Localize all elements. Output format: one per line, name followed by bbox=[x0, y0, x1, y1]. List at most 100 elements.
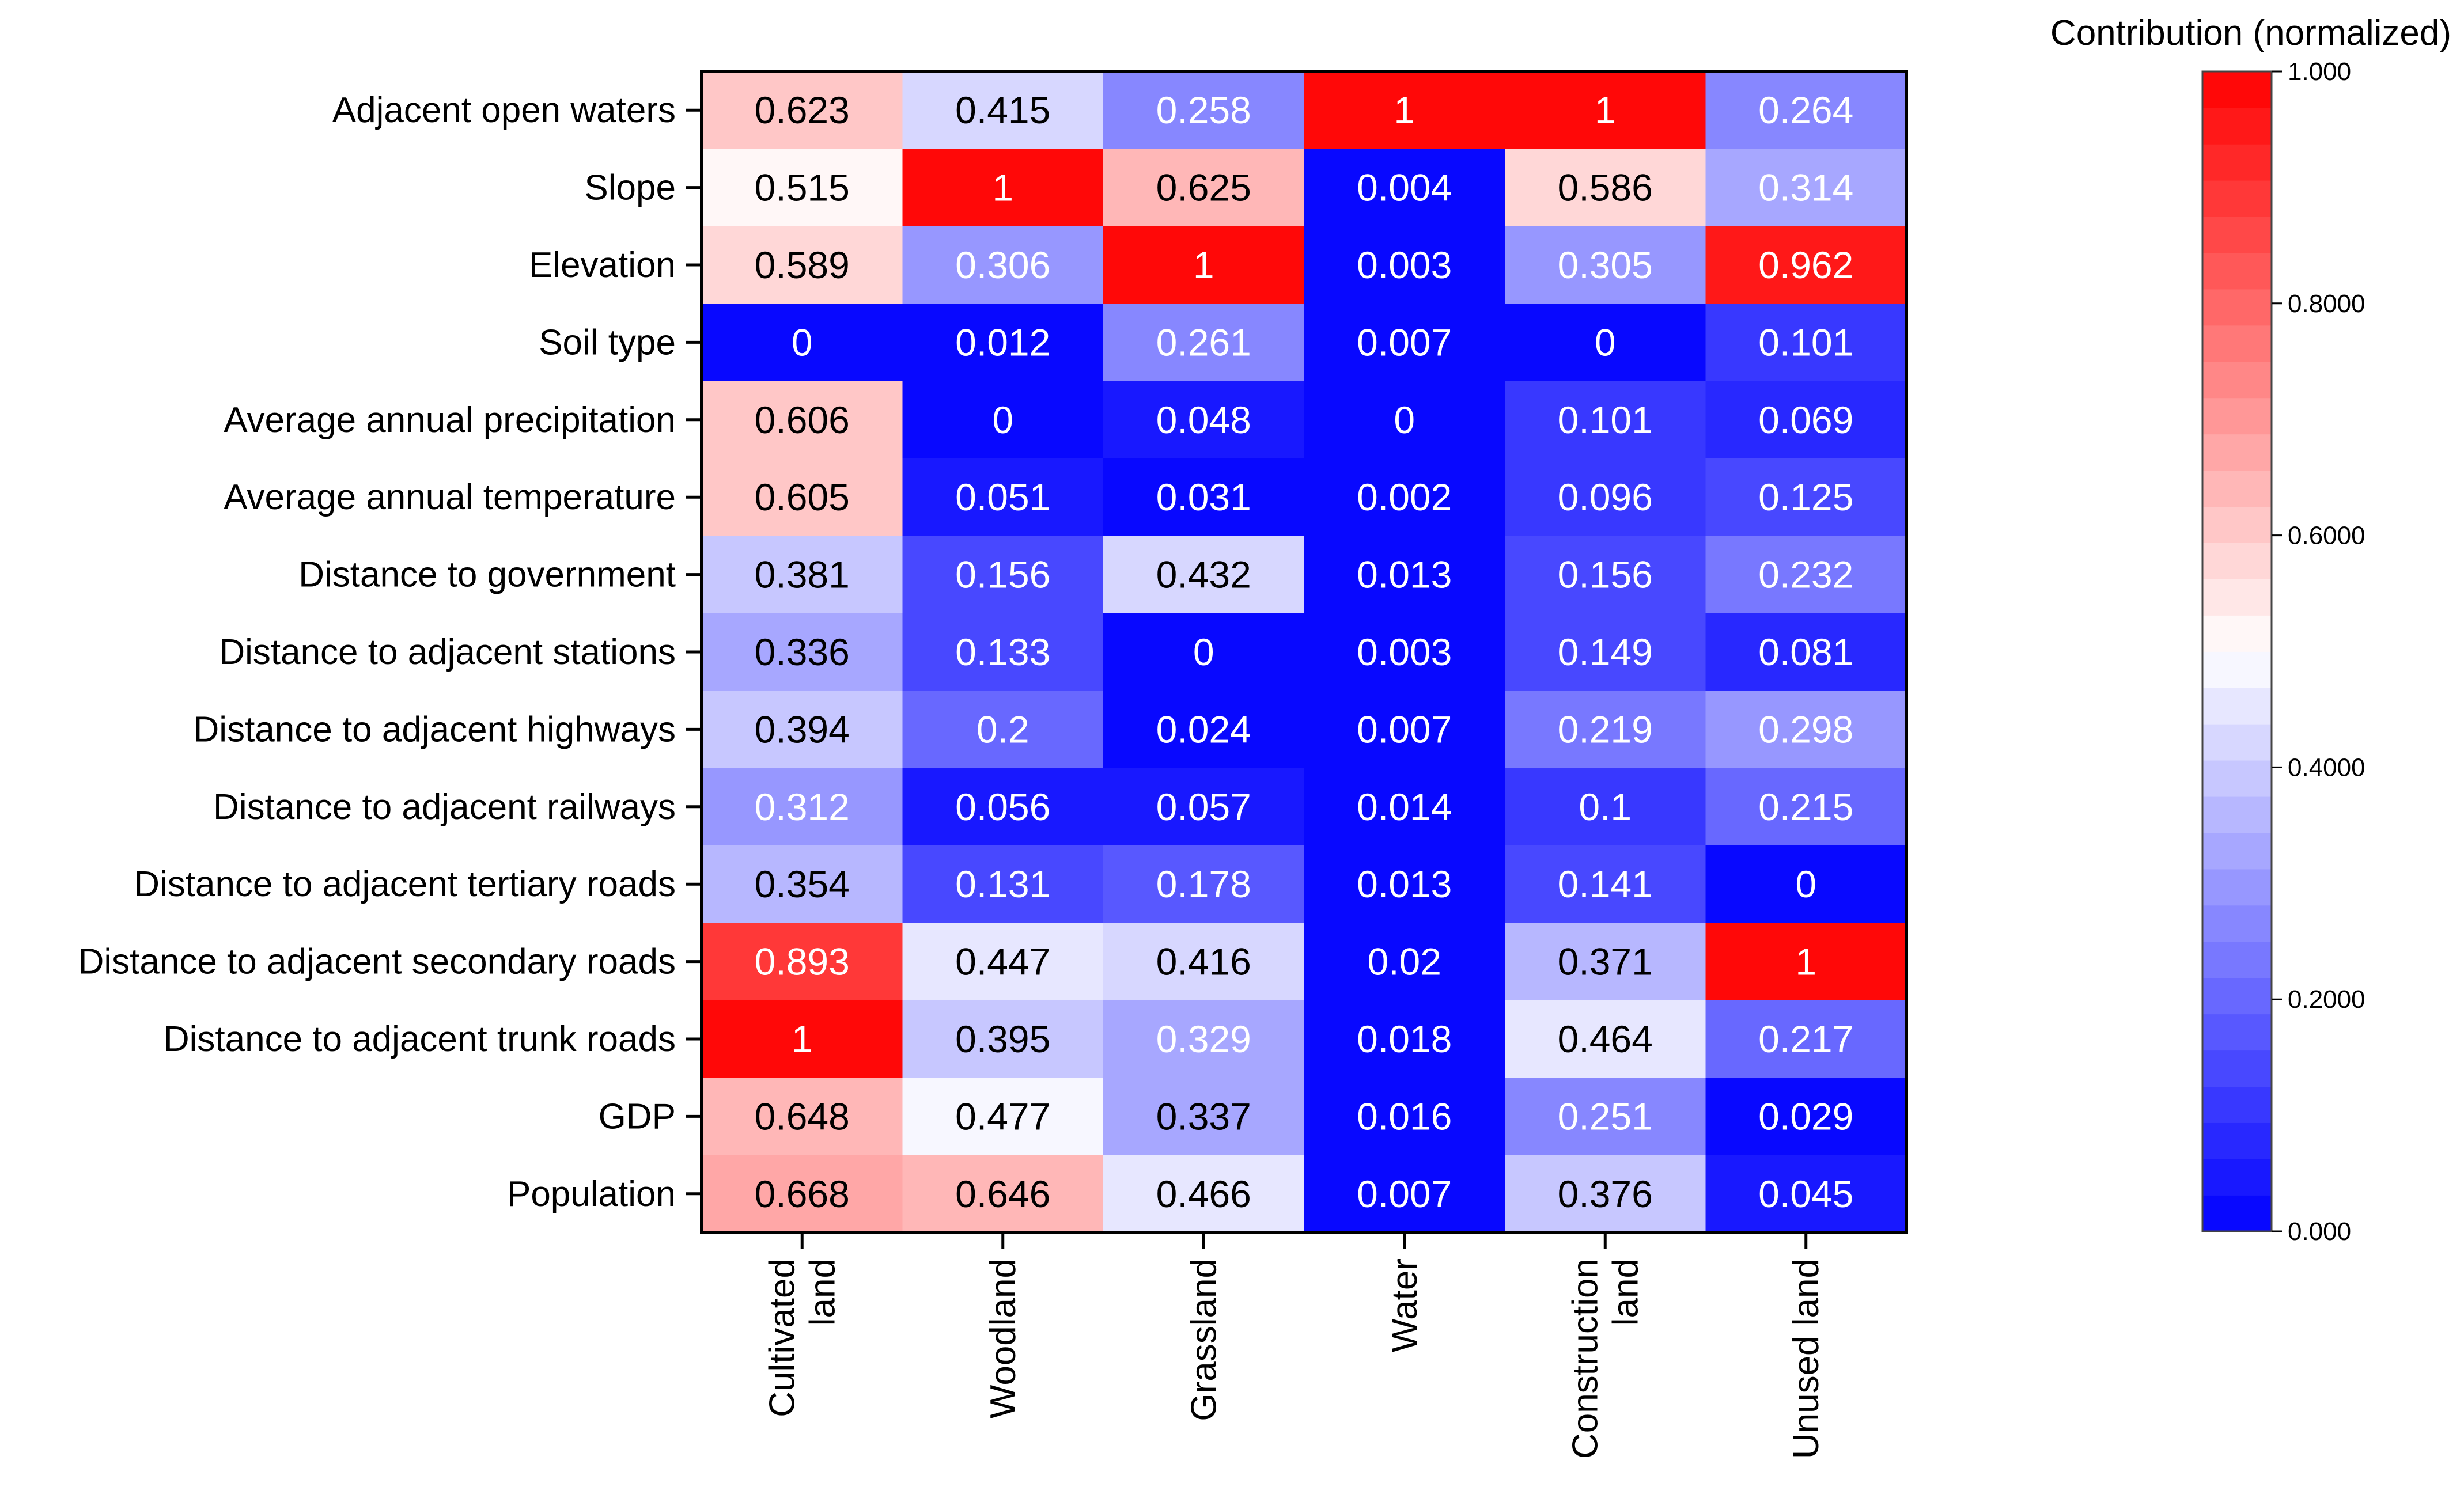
row-label: Distance to government bbox=[298, 555, 676, 595]
cell-value-label: 0.354 bbox=[755, 863, 850, 905]
column-label: Grassland bbox=[1184, 1258, 1224, 1421]
cell-value-label: 0.012 bbox=[955, 321, 1050, 363]
heatmap-cell bbox=[902, 226, 1104, 304]
heatmap-cell bbox=[1505, 149, 1706, 227]
cell-value-label: 0.606 bbox=[755, 399, 850, 441]
cell-value-label: 0.893 bbox=[755, 940, 850, 983]
cell-value-label: 0.447 bbox=[955, 940, 1050, 983]
cell-value-label: 0.178 bbox=[1156, 863, 1251, 905]
colorbar-segment bbox=[2202, 687, 2272, 725]
colorbar-segment bbox=[2202, 760, 2272, 797]
cell-value-label: 0.336 bbox=[755, 631, 850, 673]
colorbar-segment bbox=[2202, 1159, 2272, 1196]
cell-value-label: 0.305 bbox=[1558, 244, 1653, 286]
cell-value-label: 0 bbox=[792, 321, 813, 363]
heatmap-cell bbox=[702, 536, 903, 614]
heatmap-cell bbox=[902, 149, 1104, 227]
colorbar-segment bbox=[2202, 543, 2272, 579]
heatmap-cell bbox=[702, 458, 903, 536]
cell-value-label: 0.251 bbox=[1558, 1095, 1653, 1137]
colorbar-segment bbox=[2202, 325, 2272, 362]
row-label: Adjacent open waters bbox=[332, 90, 676, 130]
cell-value-label: 0.432 bbox=[1156, 553, 1251, 596]
heatmap-cell bbox=[1304, 923, 1505, 1001]
heatmap-cell bbox=[902, 923, 1104, 1001]
heatmap-cell bbox=[702, 1155, 903, 1233]
cell-value-label: 0.232 bbox=[1758, 553, 1853, 596]
heatmap-cell bbox=[1304, 845, 1505, 923]
cell-value-label: 0.314 bbox=[1758, 166, 1853, 209]
cell-value-label: 0.013 bbox=[1357, 863, 1452, 905]
cell-value-label: 0.024 bbox=[1156, 708, 1251, 750]
heatmap-cell-labels: 0.623 0.415 0.258 1 1 0.264 0.515 1 0.625 0.004 0.… bbox=[755, 89, 1854, 1215]
heatmap-cell bbox=[1505, 226, 1706, 304]
heatmap-cell bbox=[902, 1000, 1104, 1078]
colorbar-tick-label: 0.4000 bbox=[2288, 753, 2365, 782]
cell-value-label: 1 bbox=[1595, 89, 1616, 131]
cell-value-label: 0.298 bbox=[1758, 708, 1853, 750]
colorbar-segment bbox=[2202, 1014, 2272, 1051]
cell-value-label: 0.02 bbox=[1368, 940, 1441, 983]
colorbar: 0.000 0.2000 0.4000 0.6000 0.8000 1.000 Contri… bbox=[2050, 13, 2451, 1246]
colorbar-segment bbox=[2202, 71, 2272, 108]
cell-value-label: 0.264 bbox=[1758, 89, 1853, 131]
cell-value-label: 0.029 bbox=[1758, 1095, 1853, 1137]
colorbar-segment bbox=[2202, 252, 2272, 290]
cell-value-label: 0.007 bbox=[1357, 321, 1452, 363]
cell-value-label: 0.2 bbox=[976, 708, 1029, 750]
cell-value-label: 0.016 bbox=[1357, 1095, 1452, 1137]
colorbar-segment bbox=[2202, 941, 2272, 978]
colorbar-segment bbox=[2202, 506, 2272, 543]
row-label: Distance to adjacent railways bbox=[213, 787, 676, 827]
heatmap-cell bbox=[1103, 458, 1305, 536]
cell-value-label: 0 bbox=[992, 399, 1013, 441]
colorbar-segment bbox=[2202, 216, 2272, 253]
cell-value-label: 0.013 bbox=[1357, 553, 1452, 596]
heatmap-cell bbox=[702, 923, 903, 1001]
cell-value-label: 0.394 bbox=[755, 708, 850, 750]
cell-value-label: 1 bbox=[1394, 89, 1415, 131]
heatmap-cell bbox=[1505, 768, 1706, 846]
colorbar-segment bbox=[2202, 723, 2272, 761]
cell-value-label: 0.219 bbox=[1558, 708, 1653, 750]
heatmap-cell bbox=[1103, 691, 1305, 769]
heatmap-cell bbox=[1705, 923, 1907, 1001]
heatmap-cell bbox=[1705, 536, 1907, 614]
cell-value-label: 0.007 bbox=[1357, 708, 1452, 750]
heatmap-cell bbox=[1103, 768, 1305, 846]
cell-value-label: 0.395 bbox=[955, 1018, 1050, 1060]
cell-value-label: 0.337 bbox=[1156, 1095, 1251, 1137]
cell-value-label: 0.101 bbox=[1558, 399, 1653, 441]
heatmap-cell bbox=[702, 613, 903, 691]
heatmap-cell bbox=[1505, 1078, 1706, 1156]
heatmap-cell bbox=[1705, 1078, 1907, 1156]
cell-value-label: 0.003 bbox=[1357, 244, 1452, 286]
cell-value-label: 0.014 bbox=[1357, 786, 1452, 828]
cell-value-label: 0.605 bbox=[755, 476, 850, 518]
heatmap-cell bbox=[902, 1078, 1104, 1156]
heatmap-cell bbox=[1705, 458, 1907, 536]
row-labels: Adjacent open waters Slope Elevation Soil t… bbox=[78, 90, 702, 1214]
heatmap-cell bbox=[1304, 1078, 1505, 1156]
column-label: Water bbox=[1385, 1258, 1425, 1352]
cell-value-label: 0.261 bbox=[1156, 321, 1251, 363]
cell-value-label: 1 bbox=[1193, 244, 1214, 286]
cell-value-label: 0.048 bbox=[1156, 399, 1251, 441]
cell-value-label: 0.069 bbox=[1758, 399, 1853, 441]
row-label: Distance to adjacent tertiary roads bbox=[134, 864, 676, 904]
heatmap-cell bbox=[1304, 691, 1505, 769]
cell-value-label: 0.056 bbox=[955, 786, 1050, 828]
cell-value-label: 0.623 bbox=[755, 89, 850, 131]
row-label: Soil type bbox=[539, 323, 676, 362]
cell-value-label: 0.1 bbox=[1579, 786, 1632, 828]
colorbar-segment bbox=[2202, 434, 2272, 471]
heatmap-cell bbox=[1705, 845, 1907, 923]
heatmap-cell bbox=[1103, 381, 1305, 459]
heatmap-cell bbox=[1505, 1000, 1706, 1078]
colorbar-segment bbox=[2202, 1195, 2272, 1232]
cell-value-label: 0.156 bbox=[1558, 553, 1653, 596]
heatmap-cell bbox=[1705, 71, 1907, 149]
cell-value-label: 0.415 bbox=[955, 89, 1050, 131]
heatmap-cell bbox=[702, 149, 903, 227]
cell-value-label: 0.004 bbox=[1357, 166, 1452, 209]
